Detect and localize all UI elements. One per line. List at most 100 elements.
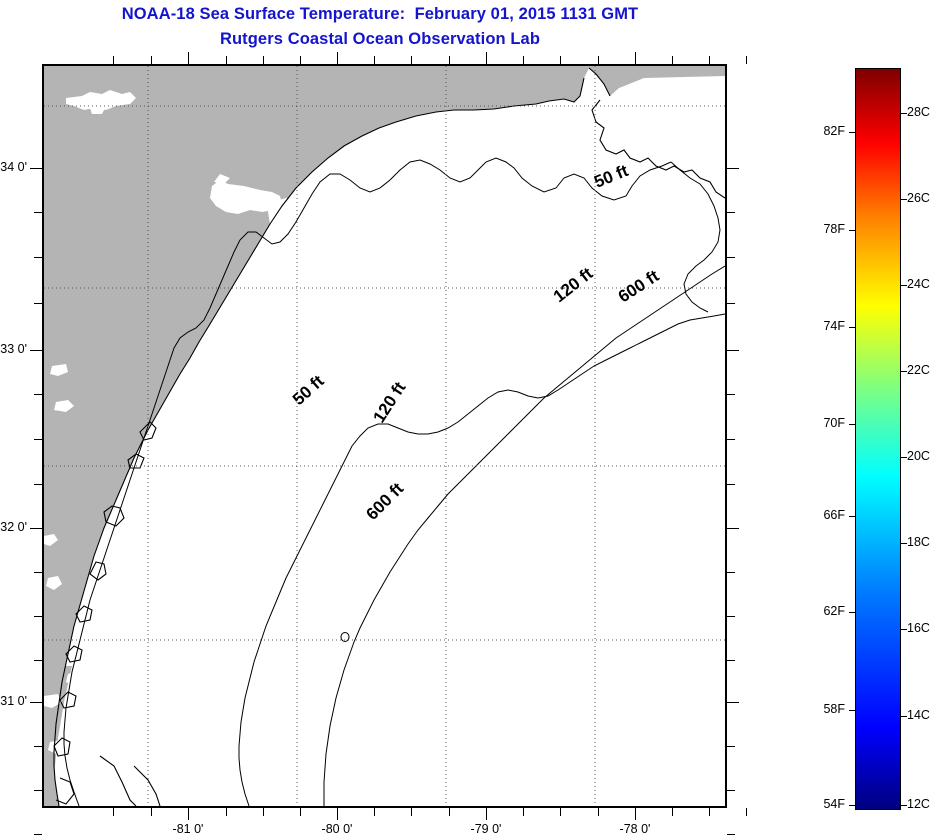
- colorbar-tick-f: [849, 710, 855, 711]
- y-minor-tick-right: [727, 439, 735, 440]
- x-minor-tick-top: [226, 56, 227, 64]
- x-axis-label: -79 0': [470, 822, 502, 836]
- y-axis-label: 33 0': [0, 342, 27, 356]
- x-minor-tick: [411, 808, 412, 816]
- colorbar-label-f: 74F: [823, 319, 845, 333]
- y-minor-tick: [34, 746, 42, 747]
- colorbar-tick-c: [901, 543, 907, 544]
- ocean-marker: [340, 632, 350, 642]
- x-major-tick: [635, 808, 636, 820]
- y-minor-tick: [34, 660, 42, 661]
- y-minor-tick-right: [727, 394, 735, 395]
- y-minor-tick: [34, 439, 42, 440]
- contour-50ft: [63, 157, 721, 806]
- y-axis-label: 31 0': [0, 694, 27, 708]
- colorbar[interactable]: [855, 68, 901, 810]
- x-major-tick: [486, 808, 487, 820]
- map-canvas: 50 ft 120 ft 600 ft 50 ft 120 ft 600 ft: [44, 66, 725, 806]
- y-major-tick-right: [727, 702, 739, 703]
- colorbar-label-f: 54F: [823, 797, 845, 811]
- y-minor-tick-right: [727, 660, 735, 661]
- y-major-tick: [30, 350, 42, 351]
- colorbar-label-f: 66F: [823, 508, 845, 522]
- colorbar-label-c: 28C: [907, 105, 930, 119]
- gridlines: [44, 66, 725, 806]
- y-minor-tick-right: [727, 257, 735, 258]
- y-axis-label: 32 0': [0, 520, 27, 534]
- y-major-tick-right: [727, 350, 739, 351]
- x-minor-tick: [263, 808, 264, 816]
- x-minor-tick-top: [151, 56, 152, 64]
- colorbar-tick-f: [849, 516, 855, 517]
- x-minor-tick: [226, 808, 227, 816]
- x-minor-tick-top: [672, 56, 673, 64]
- y-major-tick: [30, 702, 42, 703]
- colorbar-tick-c: [901, 199, 907, 200]
- colorbar-tick-c: [901, 716, 907, 717]
- y-minor-tick: [34, 616, 42, 617]
- colorbar-tick-f: [849, 424, 855, 425]
- colorbar-tick-c: [901, 113, 907, 114]
- colorbar-label-f: 58F: [823, 702, 845, 716]
- y-major-tick-right: [727, 168, 739, 169]
- y-minor-tick-right: [727, 212, 735, 213]
- y-minor-tick-right: [727, 303, 735, 304]
- colorbar-tick-c: [901, 371, 907, 372]
- map-plot-area[interactable]: 50 ft 120 ft 600 ft 50 ft 120 ft 600 ft: [42, 64, 727, 808]
- colorbar-tick-f: [849, 327, 855, 328]
- x-major-tick: [337, 808, 338, 820]
- colorbar-label-f: 62F: [823, 604, 845, 618]
- colorbar-label-c: 20C: [907, 449, 930, 463]
- colorbar-label-c: 12C: [907, 797, 930, 811]
- y-minor-tick-right: [727, 790, 735, 791]
- x-minor-tick: [598, 808, 599, 816]
- y-minor-tick: [34, 834, 42, 835]
- x-minor-tick-top: [411, 56, 412, 64]
- y-axis-label: 34 0': [0, 160, 27, 174]
- x-minor-tick-top: [598, 56, 599, 64]
- contour-600ft: [323, 265, 725, 806]
- colorbar-label-f: 70F: [823, 416, 845, 430]
- colorbar-tick-c: [901, 285, 907, 286]
- y-minor-tick: [34, 303, 42, 304]
- colorbar-label-c: 22C: [907, 363, 930, 377]
- colorbar-label-c: 16C: [907, 621, 930, 635]
- x-minor-tick: [151, 808, 152, 816]
- title-block: NOAA-18 Sea Surface Temperature: Februar…: [0, 2, 760, 52]
- colorbar-tick-c: [901, 457, 907, 458]
- x-axis-label: -78 0': [619, 822, 651, 836]
- land-white-patches: [44, 90, 300, 754]
- y-minor-tick-right: [727, 746, 735, 747]
- y-minor-tick-right: [727, 484, 735, 485]
- x-minor-tick: [113, 808, 114, 816]
- x-minor-tick: [449, 808, 450, 816]
- x-minor-tick-top: [263, 56, 264, 64]
- x-minor-tick: [709, 808, 710, 816]
- x-major-tick-top: [337, 52, 338, 64]
- page-subtitle: Rutgers Coastal Ocean Observation Lab: [219, 30, 541, 48]
- x-minor-tick-top: [300, 56, 301, 64]
- x-minor-tick-top: [374, 56, 375, 64]
- y-minor-tick: [34, 257, 42, 258]
- colorbar-label-c: 26C: [907, 191, 930, 205]
- y-minor-tick: [34, 484, 42, 485]
- x-minor-tick-top: [449, 56, 450, 64]
- x-minor-tick-top: [560, 56, 561, 64]
- y-minor-tick: [34, 212, 42, 213]
- y-minor-tick: [34, 790, 42, 791]
- colorbar-tick-c: [901, 629, 907, 630]
- y-major-tick: [30, 528, 42, 529]
- colorbar-label-f: 82F: [823, 124, 845, 138]
- y-major-tick-right: [727, 528, 739, 529]
- x-major-tick: [188, 808, 189, 820]
- x-minor-tick-top: [709, 56, 710, 64]
- x-major-tick-top: [635, 52, 636, 64]
- page-title: NOAA-18 Sea Surface Temperature: Februar…: [121, 5, 639, 23]
- colorbar-tick-f: [849, 132, 855, 133]
- x-minor-tick: [672, 808, 673, 816]
- y-minor-tick: [34, 572, 42, 573]
- colorbar-tick-f: [849, 805, 855, 806]
- colorbar-label-f: 78F: [823, 222, 845, 236]
- colorbar-label-c: 14C: [907, 708, 930, 722]
- coastline: [53, 67, 725, 806]
